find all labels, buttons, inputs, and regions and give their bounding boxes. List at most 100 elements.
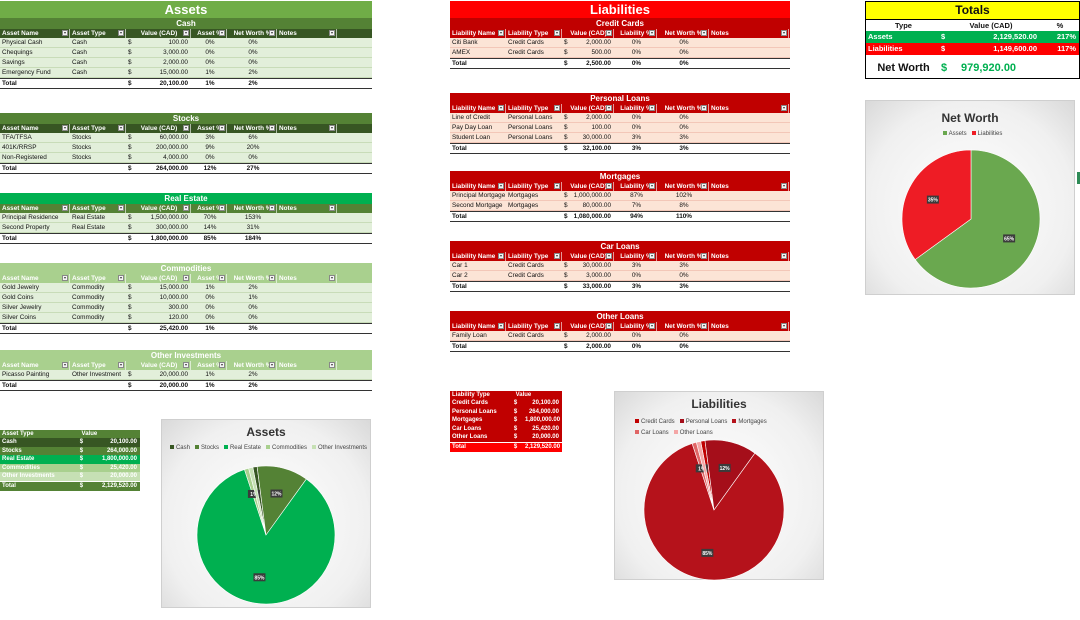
filter-dropdown-icon[interactable] — [781, 253, 787, 259]
filter-dropdown-icon[interactable] — [329, 362, 335, 368]
table-row[interactable]: Chequings Cash $3,000.00 0% 0% — [0, 48, 372, 58]
filter-dropdown-icon[interactable] — [554, 30, 560, 36]
table-row[interactable]: Student Loan Personal Loans $30,000.00 3% 3% — [450, 133, 790, 143]
filter-dropdown-icon[interactable] — [554, 105, 560, 111]
table-row[interactable]: Second Property Real Estate $300,000.00 14%… — [0, 223, 372, 233]
filter-dropdown-icon[interactable] — [554, 253, 560, 259]
cell-notes[interactable] — [277, 293, 337, 302]
cell-notes[interactable] — [277, 153, 337, 162]
filter-dropdown-icon[interactable] — [606, 253, 612, 259]
filter-dropdown-icon[interactable] — [554, 183, 560, 189]
filter-dropdown-icon[interactable] — [329, 30, 335, 36]
filter-dropdown-icon[interactable] — [219, 275, 225, 281]
pie-slice[interactable] — [196, 469, 336, 605]
cell-notes[interactable] — [709, 113, 789, 122]
pie-slice[interactable] — [901, 149, 972, 260]
cell-notes[interactable] — [277, 213, 337, 222]
table-row[interactable]: 401K/RRSP Stocks $200,000.00 9% 20% — [0, 143, 372, 153]
table-row[interactable]: Family Loan Credit Cards $2,000.00 0% 0% — [450, 331, 790, 341]
table-row[interactable]: Citi Bank Credit Cards $2,000.00 0% 0% — [450, 38, 790, 48]
cell-notes[interactable] — [709, 144, 789, 153]
filter-dropdown-icon[interactable] — [219, 30, 225, 36]
cell-notes[interactable] — [277, 68, 337, 77]
filter-dropdown-icon[interactable] — [606, 323, 612, 329]
filter-dropdown-icon[interactable] — [649, 105, 655, 111]
filter-dropdown-icon[interactable] — [649, 323, 655, 329]
filter-dropdown-icon[interactable] — [649, 30, 655, 36]
cell-notes[interactable] — [709, 282, 789, 291]
scroll-tab[interactable] — [1077, 172, 1080, 184]
filter-dropdown-icon[interactable] — [606, 105, 612, 111]
cell-notes[interactable] — [709, 261, 789, 270]
filter-dropdown-icon[interactable] — [649, 183, 655, 189]
filter-dropdown-icon[interactable] — [118, 30, 124, 36]
filter-dropdown-icon[interactable] — [118, 125, 124, 131]
filter-dropdown-icon[interactable] — [701, 105, 707, 111]
filter-dropdown-icon[interactable] — [649, 253, 655, 259]
table-row[interactable]: Line of Credit Personal Loans $2,000.00 0% 0… — [450, 113, 790, 123]
filter-dropdown-icon[interactable] — [701, 183, 707, 189]
cell-notes[interactable] — [709, 201, 789, 210]
filter-dropdown-icon[interactable] — [781, 105, 787, 111]
filter-dropdown-icon[interactable] — [118, 205, 124, 211]
cell-notes[interactable] — [277, 370, 337, 379]
pie-slice[interactable] — [914, 149, 1041, 289]
table-row[interactable]: Principal Residence Real Estate $1,500,000… — [0, 213, 372, 223]
table-row[interactable]: Car 1 Credit Cards $30,000.00 3% 3% — [450, 261, 790, 271]
filter-dropdown-icon[interactable] — [781, 30, 787, 36]
filter-dropdown-icon[interactable] — [269, 30, 275, 36]
cell-notes[interactable] — [277, 234, 337, 243]
filter-dropdown-icon[interactable] — [118, 362, 124, 368]
pie-slice[interactable] — [695, 440, 715, 511]
table-row[interactable]: Gold Jewelry Commodity $15,000.00 1% 2% — [0, 283, 372, 293]
filter-dropdown-icon[interactable] — [62, 362, 68, 368]
filter-dropdown-icon[interactable] — [183, 275, 189, 281]
table-row[interactable]: Physical Cash Cash $100.00 0% 0% — [0, 38, 372, 48]
filter-dropdown-icon[interactable] — [498, 183, 504, 189]
cell-notes[interactable] — [277, 79, 337, 88]
filter-dropdown-icon[interactable] — [781, 323, 787, 329]
filter-dropdown-icon[interactable] — [62, 30, 68, 36]
table-row[interactable]: Non-Registered Stocks $4,000.00 0% 0% — [0, 153, 372, 163]
cell-notes[interactable] — [277, 324, 337, 333]
table-row[interactable]: Car 2 Credit Cards $3,000.00 0% 0% — [450, 271, 790, 281]
cell-notes[interactable] — [709, 331, 789, 340]
filter-dropdown-icon[interactable] — [269, 362, 275, 368]
cell-notes[interactable] — [277, 38, 337, 47]
cell-notes[interactable] — [709, 271, 789, 280]
cell-notes[interactable] — [709, 191, 789, 200]
cell-notes[interactable] — [277, 58, 337, 67]
filter-dropdown-icon[interactable] — [606, 183, 612, 189]
table-row[interactable]: Second Mortgage Mortgages $80,000.00 7% 8% — [450, 201, 790, 211]
filter-dropdown-icon[interactable] — [183, 205, 189, 211]
cell-notes[interactable] — [277, 143, 337, 152]
table-row[interactable]: Silver Jewelry Commodity $300.00 0% 0% — [0, 303, 372, 313]
filter-dropdown-icon[interactable] — [183, 362, 189, 368]
filter-dropdown-icon[interactable] — [219, 205, 225, 211]
filter-dropdown-icon[interactable] — [498, 30, 504, 36]
filter-dropdown-icon[interactable] — [269, 275, 275, 281]
cell-notes[interactable] — [277, 313, 337, 322]
filter-dropdown-icon[interactable] — [219, 125, 225, 131]
filter-dropdown-icon[interactable] — [498, 323, 504, 329]
cell-notes[interactable] — [277, 381, 337, 390]
filter-dropdown-icon[interactable] — [701, 30, 707, 36]
table-row[interactable]: Picasso Painting Other Investment $20,000.… — [0, 370, 372, 380]
cell-notes[interactable] — [709, 212, 789, 221]
filter-dropdown-icon[interactable] — [219, 362, 225, 368]
filter-dropdown-icon[interactable] — [329, 125, 335, 131]
cell-notes[interactable] — [277, 48, 337, 57]
cell-notes[interactable] — [709, 133, 789, 142]
filter-dropdown-icon[interactable] — [183, 30, 189, 36]
table-row[interactable]: Pay Day Loan Personal Loans $100.00 0% 0% — [450, 123, 790, 133]
filter-dropdown-icon[interactable] — [329, 275, 335, 281]
cell-notes[interactable] — [709, 59, 789, 68]
table-row[interactable]: Savings Cash $2,000.00 0% 0% — [0, 58, 372, 68]
table-row[interactable]: Principal Mortgage Mortgages $1,000,000.00… — [450, 191, 790, 201]
pie-slice[interactable] — [643, 443, 785, 581]
filter-dropdown-icon[interactable] — [62, 205, 68, 211]
table-row[interactable]: Silver Coins Commodity $120.00 0% 0% — [0, 313, 372, 323]
cell-notes[interactable] — [277, 133, 337, 142]
filter-dropdown-icon[interactable] — [781, 183, 787, 189]
filter-dropdown-icon[interactable] — [606, 30, 612, 36]
